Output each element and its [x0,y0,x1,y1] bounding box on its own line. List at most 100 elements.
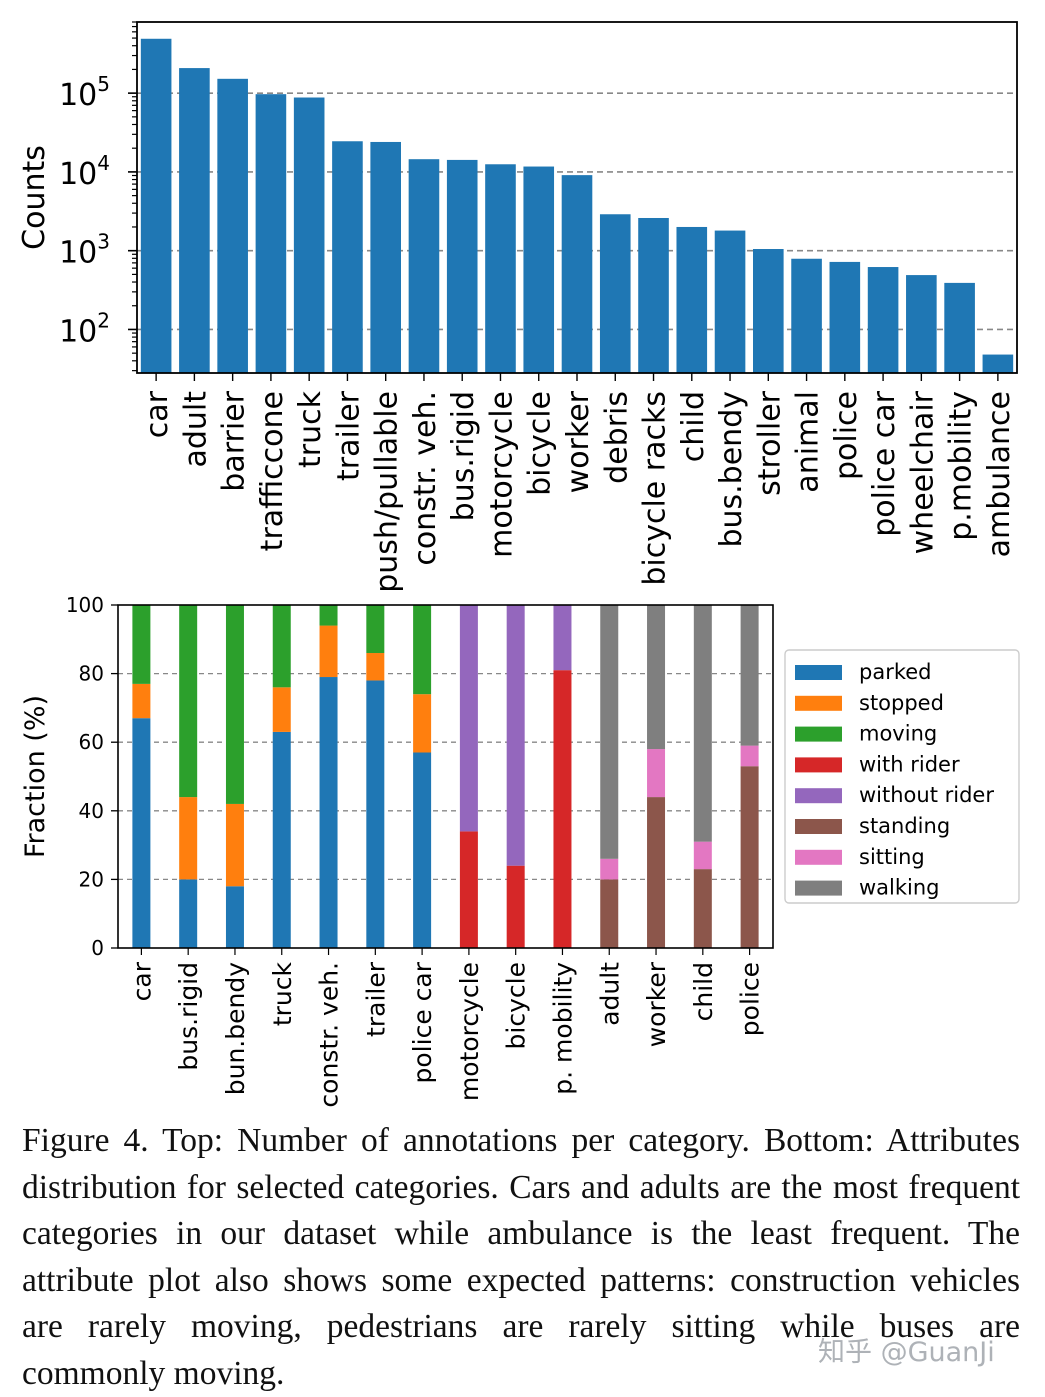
x-tick-label-trailer: trailer [331,390,366,481]
legend-label-without-rider: without rider [859,783,994,807]
segment-bicycle-without-rider [506,605,525,866]
segment-adult-standing [600,879,619,948]
bar-animal [791,258,822,373]
x-tick-label-motorcycle: motorcycle [484,391,519,558]
segment-p-mobility-without-rider [553,605,572,671]
segment-car-moving [132,605,151,684]
bar-worker [561,175,593,373]
bar-car [140,38,172,373]
x-tick-label-ambulance: ambulance [982,391,1017,557]
y-tick-label: 103 [59,230,110,271]
y-tick-label: 104 [59,151,110,192]
segment-bun-bendy-moving [225,605,244,804]
segment-bun-bendy-parked [225,886,244,948]
legend-swatch-stopped [795,695,842,711]
x-tick-label-p-mobility: p.mobility [944,391,979,541]
x-tick-label-police: police [736,962,765,1036]
y-tick-label: 60 [79,730,104,754]
segment-constr-veh-stopped [319,625,338,678]
bar-barrier [217,78,248,373]
segment-bus-rigid-moving [179,605,198,798]
legend-swatch-with-rider [795,757,842,773]
x-tick-label-trailer: trailer [361,961,390,1037]
segment-constr-veh-moving [319,605,338,626]
x-tick-label-wheelchair: wheelchair [905,390,940,554]
x-tick-label-bicycle: bicycle [523,391,558,496]
segment-police-walking [740,605,759,746]
x-tick-label-bicycle-racks: bicycle racks [638,391,673,586]
bar-police [829,261,861,373]
bar-debris [599,214,631,373]
bar-p-mobility [944,282,975,373]
y-tick-label: 80 [79,662,104,686]
y-tick-label: 40 [79,799,104,823]
segment-bicycle-with-rider [506,865,525,948]
x-tick-label-truck: truck [293,390,328,468]
x-tick-label-stroller: stroller [752,390,787,496]
segment-motorcycle-without-rider [459,605,478,832]
plot-frame [117,604,774,949]
x-tick-label-bun-bendy: bun.bendy [221,962,250,1095]
x-tick-label-police-car: police car [408,961,437,1083]
x-tick-label-truck: truck [268,961,297,1026]
bar-trafficcone [255,94,287,373]
segment-motorcycle-with-rider [459,831,478,948]
y-tick-label: 102 [59,308,110,349]
x-tick-label-bus-rigid: bus.rigid [446,391,481,521]
bar-police-car [867,267,899,373]
legend: parked stopped moving with rider without rid… [784,649,1020,904]
y-tick-label: 100 [66,593,104,617]
bar-adult [179,68,210,373]
legend-swatch-without-rider [795,788,842,804]
segment-police-sitting [740,745,759,767]
legend-swatch-moving [795,726,842,742]
legend-label-parked: parked [859,660,932,684]
x-tick-label-worker: worker [561,390,596,493]
x-tick-label-car: car [127,961,156,1001]
y-axis-label: Counts [17,145,52,250]
segment-adult-sitting [600,858,619,880]
y-tick-label: 20 [79,867,104,891]
segment-car-parked [132,718,151,948]
legend-label-stopped: stopped [859,691,944,715]
bar-trailer [332,141,363,373]
x-tick-label-constr-veh: constr. veh. [315,962,344,1108]
bar-bus-rigid [446,159,478,373]
segment-truck-moving [272,605,291,688]
segment-trailer-moving [366,605,385,654]
x-tick-label-debris: debris [599,391,634,484]
bar-push-pullable [370,141,401,373]
x-tick-label-child: child [689,962,718,1021]
bottom-stacked-bar-chart: 0 20 40 60 80 100 car bus.rigid bun.bendy truck co… [20,593,1020,1108]
legend-swatch-walking [795,880,842,896]
x-tick-label-police: police [829,391,864,480]
legend-swatch-sitting [795,849,842,865]
x-tick-label-push-pullable: push/pullable [370,391,405,593]
x-tick-label-police-car: police car [867,390,902,536]
legend-swatch-standing [795,819,842,834]
bar-bicycle-racks [638,217,669,373]
segment-trailer-stopped [366,653,385,681]
bar-truck [293,97,325,374]
bar-constr-veh [408,159,440,373]
x-tick-label-child: child [676,391,711,462]
legend-label-moving: moving [859,722,937,746]
y-tick-label: 105 [59,72,110,113]
segment-child-standing [693,869,712,948]
x-tick-label-bus-rigid: bus.rigid [174,962,203,1071]
bar-motorcycle [485,164,516,373]
segment-car-stopped [132,683,151,719]
segment-truck-parked [272,731,291,948]
x-tick-label-bus-bendy: bus.bendy [714,391,749,548]
segment-child-walking [693,605,712,842]
x-tick-label-car: car [140,390,175,438]
legend-frame [784,649,1020,904]
x-tick-label-adult: adult [595,962,624,1026]
x-tick-label-constr-veh: constr. veh. [408,391,443,566]
y-axis-label: Fraction (%) [20,695,51,858]
x-tick-label-barrier: barrier [217,390,252,491]
segment-truck-stopped [272,687,291,732]
x-tick-label-trafficcone: trafficcone [255,391,290,551]
